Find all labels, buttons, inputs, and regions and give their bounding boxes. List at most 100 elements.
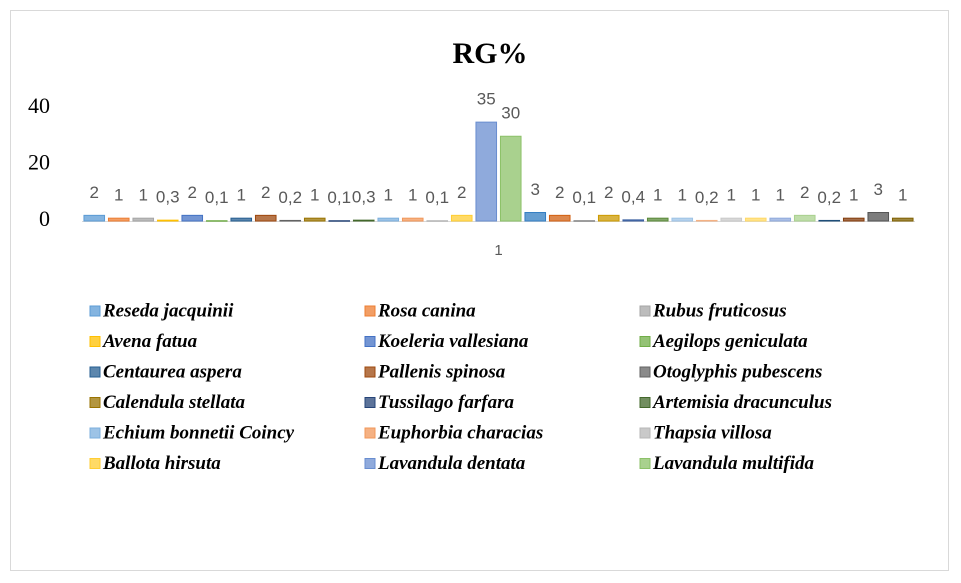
legend-swatch bbox=[639, 458, 651, 469]
legend-label: Calendula stellata bbox=[103, 392, 245, 413]
data-label: 3 bbox=[874, 180, 883, 199]
bar bbox=[842, 217, 865, 222]
bar bbox=[769, 217, 792, 222]
data-label: 1 bbox=[751, 186, 760, 205]
data-label: 0,1 bbox=[205, 188, 229, 207]
legend-label: Otoglyphis pubescens bbox=[653, 361, 822, 382]
legend-swatch bbox=[89, 305, 101, 317]
legend-swatch bbox=[89, 458, 101, 469]
legend-swatch bbox=[639, 427, 651, 439]
legend-swatch bbox=[639, 366, 651, 378]
bar bbox=[450, 214, 473, 222]
data-label: 0,3 bbox=[156, 188, 180, 207]
legend-swatch bbox=[89, 397, 101, 408]
data-label: 1 bbox=[727, 186, 736, 205]
legend-swatch bbox=[89, 427, 101, 439]
legend-label: Rubus fruticosus bbox=[652, 300, 787, 321]
bar bbox=[573, 220, 596, 222]
legend-label: Avena fatua bbox=[102, 331, 198, 352]
legend-label: Reseda jacquinii bbox=[102, 300, 234, 321]
bar bbox=[646, 217, 669, 222]
bar bbox=[401, 217, 424, 222]
bar bbox=[597, 214, 620, 222]
bar bbox=[205, 220, 228, 222]
bar bbox=[303, 217, 326, 222]
data-label: 1 bbox=[776, 186, 785, 205]
legend-swatch bbox=[364, 305, 376, 317]
legend-label: Ballota hirsuta bbox=[102, 453, 221, 474]
legend-label: Rosa canina bbox=[377, 300, 476, 321]
legend-label: Lavandula multifida bbox=[652, 453, 814, 474]
legend-swatch bbox=[364, 366, 376, 378]
bar bbox=[156, 219, 179, 222]
y-tick-label: 20 bbox=[28, 150, 50, 175]
data-label: 2 bbox=[90, 183, 99, 202]
bar bbox=[744, 217, 767, 222]
bar bbox=[891, 217, 914, 222]
data-label: 2 bbox=[188, 183, 197, 202]
data-label: 2 bbox=[457, 183, 466, 202]
bar bbox=[499, 135, 522, 222]
data-label: 1 bbox=[849, 186, 858, 205]
bar bbox=[475, 121, 498, 222]
bar bbox=[328, 220, 351, 222]
data-label: 3 bbox=[531, 180, 540, 199]
legend-swatch bbox=[364, 336, 376, 347]
data-label: 1 bbox=[310, 186, 319, 205]
y-tick-label: 40 bbox=[28, 93, 50, 118]
legend-label: Thapsia villosa bbox=[653, 422, 772, 443]
data-label: 1 bbox=[237, 186, 246, 205]
bar bbox=[720, 217, 743, 222]
bar bbox=[622, 219, 645, 222]
chart-title: RG% bbox=[453, 37, 528, 70]
data-label: 2 bbox=[604, 183, 613, 202]
bar bbox=[377, 217, 400, 222]
data-label: 1 bbox=[653, 186, 662, 205]
legend-swatch bbox=[639, 305, 651, 317]
data-label: 1 bbox=[139, 186, 148, 205]
data-label: 30 bbox=[501, 104, 520, 123]
legend-label: Aegilops geniculata bbox=[652, 331, 808, 352]
legend-label: Centaurea aspera bbox=[103, 361, 242, 382]
bar bbox=[793, 214, 816, 222]
data-label: 0,1 bbox=[327, 188, 351, 207]
legend-label: Artemisia dracunculus bbox=[652, 392, 832, 413]
bar bbox=[426, 220, 449, 222]
legend-label: Lavandula dentata bbox=[377, 453, 526, 474]
legend-swatch bbox=[364, 397, 376, 408]
legend-label: Koeleria vallesiana bbox=[377, 331, 529, 352]
data-label: 1 bbox=[898, 186, 907, 205]
bar bbox=[230, 217, 253, 222]
data-label: 2 bbox=[555, 183, 564, 202]
legend-swatch bbox=[639, 397, 651, 408]
data-label: 1 bbox=[678, 186, 687, 205]
bar bbox=[279, 219, 302, 222]
data-label: 0,1 bbox=[425, 188, 449, 207]
data-label: 0,4 bbox=[621, 187, 645, 206]
bar bbox=[132, 217, 155, 222]
chart-frame bbox=[10, 10, 949, 571]
bar bbox=[524, 212, 547, 222]
bar bbox=[181, 214, 204, 222]
y-tick-label: 0 bbox=[39, 206, 50, 231]
bar bbox=[671, 217, 694, 222]
bar bbox=[83, 214, 106, 222]
bar bbox=[352, 219, 375, 222]
legend-swatch bbox=[89, 336, 101, 347]
bar bbox=[695, 219, 718, 222]
data-label: 0,1 bbox=[572, 188, 596, 207]
data-label: 35 bbox=[477, 90, 496, 109]
data-label: 0,3 bbox=[352, 188, 376, 207]
legend-label: Echium bonnetii Coincy bbox=[102, 422, 295, 443]
data-label: 2 bbox=[800, 183, 809, 202]
data-label: 2 bbox=[261, 183, 270, 202]
bar bbox=[818, 219, 841, 222]
data-label: 1 bbox=[114, 186, 123, 205]
bar bbox=[254, 214, 277, 222]
legend-swatch bbox=[364, 427, 376, 439]
bar bbox=[107, 217, 130, 222]
x-tick-label: 1 bbox=[494, 242, 502, 259]
legend-label: Tussilago farfara bbox=[378, 392, 515, 413]
data-label: 1 bbox=[408, 186, 417, 205]
legend-swatch bbox=[639, 336, 651, 347]
